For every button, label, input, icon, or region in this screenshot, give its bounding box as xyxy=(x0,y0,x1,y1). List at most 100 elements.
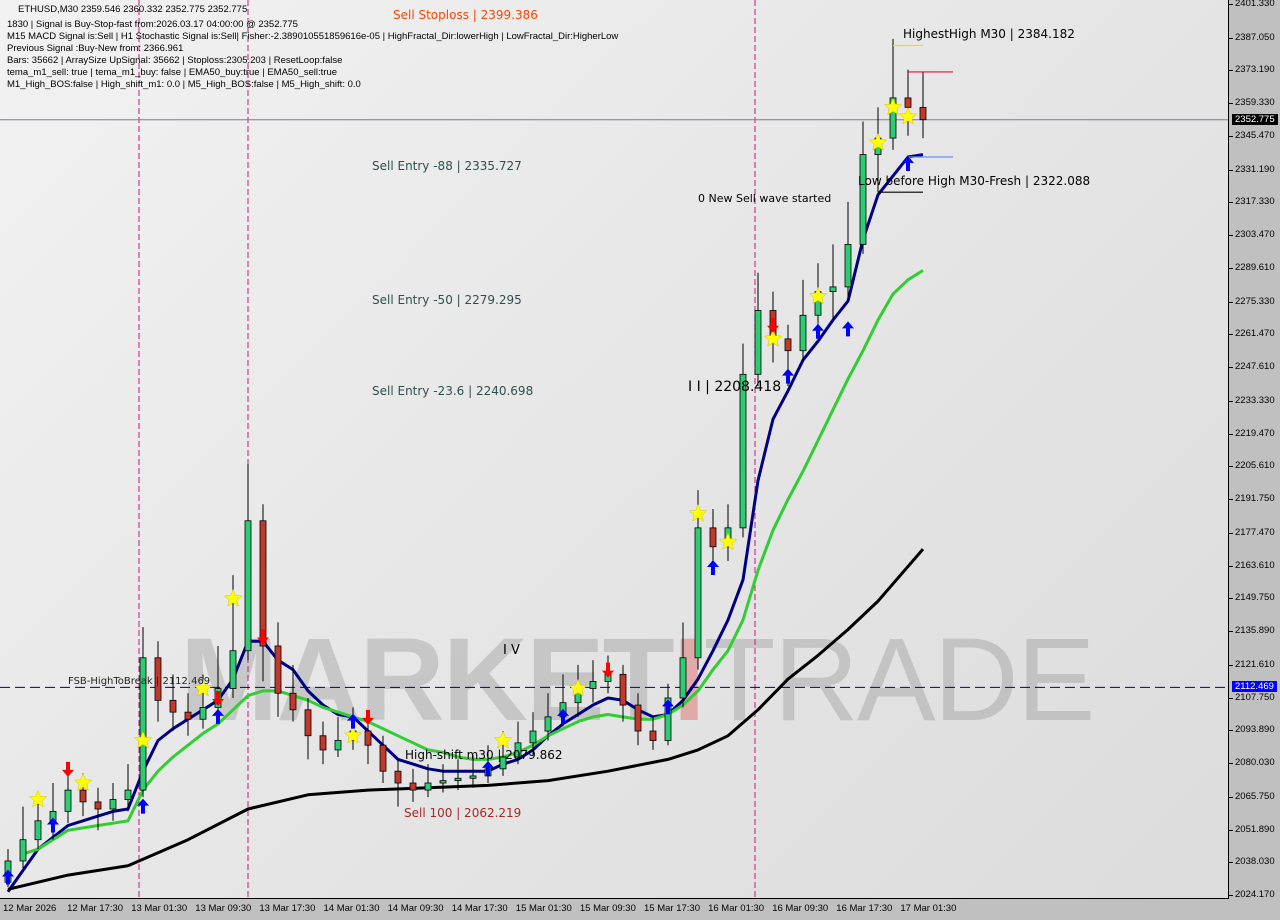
time-tick: 17 Mar 01:30 xyxy=(900,903,957,914)
sell-entry-50-label: Sell Entry -50 | 2279.295 xyxy=(372,293,522,307)
buy-arrow-icon xyxy=(707,560,719,576)
signal-star-icon xyxy=(493,730,513,749)
candle-body xyxy=(544,716,552,732)
candle-body xyxy=(634,704,642,732)
price-tick: 2387.050 xyxy=(1229,31,1275,43)
wave-iv-label: I V xyxy=(503,643,520,658)
candle-body xyxy=(274,645,282,694)
candle-body xyxy=(529,730,537,744)
signal-star-icon xyxy=(73,773,93,791)
candle-body xyxy=(79,789,87,803)
sell-arrow-icon xyxy=(767,317,779,333)
price-tick: 2359.330 xyxy=(1229,97,1275,109)
info-line-signal: 1830 | Signal is Buy-Stop-fast from:2026… xyxy=(7,19,298,30)
sell-arrow-icon xyxy=(257,629,269,645)
buy-arrow-icon xyxy=(812,323,824,339)
price-tick: 2051.890 xyxy=(1229,823,1275,835)
new-sell-wave-label: 0 New Sell wave started xyxy=(698,192,832,205)
wave-ii-label: I I | 2208.418 xyxy=(688,379,782,395)
signal-star-icon xyxy=(898,107,918,125)
candle-body xyxy=(394,770,402,784)
candle-body xyxy=(664,697,672,741)
candle-body xyxy=(514,742,522,758)
chart-area[interactable]: MARKETITRADE ETHUSD,M30 2359.546 2360.33… xyxy=(0,0,1229,899)
price-tick: 2038.030 xyxy=(1229,856,1275,868)
candle-body xyxy=(709,527,717,548)
price-tick: 2024.170 xyxy=(1229,889,1275,900)
signal-star-icon xyxy=(688,504,708,522)
candle-body xyxy=(499,756,507,770)
price-tick: 2373.190 xyxy=(1229,64,1275,76)
price-tick: 2345.470 xyxy=(1229,129,1275,141)
candle-body xyxy=(424,782,432,791)
candle-body xyxy=(124,789,132,800)
sell-entry-88-label: Sell Entry -88 | 2335.727 xyxy=(372,159,522,173)
signal-star-icon xyxy=(193,678,213,697)
buy-arrow-icon xyxy=(842,321,854,337)
candle-body xyxy=(304,709,312,737)
buy-arrow-icon xyxy=(557,708,569,724)
buy-arrow-icon xyxy=(212,708,224,724)
time-tick: 15 Mar 17:30 xyxy=(644,903,700,914)
candle-body xyxy=(109,799,117,810)
candle-body xyxy=(259,520,267,647)
candle-body xyxy=(94,801,102,810)
time-tick: 16 Mar 17:30 xyxy=(836,903,893,914)
time-tick: 13 Mar 01:30 xyxy=(131,903,188,914)
price-tick: 2080.030 xyxy=(1229,757,1275,769)
buy-arrow-icon xyxy=(347,713,359,729)
signal-star-icon xyxy=(223,589,243,607)
candle-body xyxy=(844,243,852,288)
signal-star-icon xyxy=(133,730,153,749)
price-tick: 2163.610 xyxy=(1229,559,1275,571)
candle-body xyxy=(229,650,237,689)
sell-arrow-icon xyxy=(362,709,374,725)
time-tick: 15 Mar 09:30 xyxy=(579,903,636,914)
candle-body xyxy=(754,310,762,375)
time-tick: 13 Mar 17:30 xyxy=(259,903,316,914)
sell-arrow-icon xyxy=(602,662,614,678)
candle-body xyxy=(859,154,867,245)
signal-star-icon xyxy=(868,133,888,151)
sell-arrow-icon xyxy=(212,690,224,706)
info-line-previous: Previous Signal :Buy-New from: 2366.961 xyxy=(7,43,184,54)
fsb-price-tag: 2112.469 xyxy=(1232,681,1277,693)
black-ma-line xyxy=(7,548,925,891)
candle-body xyxy=(19,839,27,862)
candle-body xyxy=(739,373,747,529)
info-line-bars: Bars: 35662 | ArraySize UpSignal: 35662 … xyxy=(7,55,343,66)
sell-stoploss-label: Sell Stoploss | 2399.386 xyxy=(393,8,538,22)
candle-body xyxy=(319,735,327,751)
sell-arrow-icon xyxy=(62,761,74,777)
price-tick: 2261.470 xyxy=(1229,328,1275,340)
candle-body xyxy=(334,740,342,751)
price-tick: 2331.190 xyxy=(1229,163,1275,175)
info-line-tema: tema_m1_sell: true | tema_m1_buy: false … xyxy=(7,67,338,78)
highest-high-label: HighestHigh M30 | 2384.182 xyxy=(903,27,1075,41)
high-shift-label: High-shift m30 | 2079.862 xyxy=(405,748,563,762)
time-tick: 14 Mar 09:30 xyxy=(387,903,444,914)
candle-body xyxy=(289,692,297,711)
current-price-tag: 2352.775 xyxy=(1232,113,1278,125)
price-tick: 2121.610 xyxy=(1229,658,1275,670)
candle-body xyxy=(904,97,912,108)
time-tick: 16 Mar 09:30 xyxy=(772,903,829,914)
price-tick: 2107.750 xyxy=(1229,691,1275,703)
price-tick: 2135.890 xyxy=(1229,625,1275,637)
candle-body xyxy=(244,520,252,652)
buy-arrow-icon xyxy=(662,699,674,715)
price-tick: 2093.890 xyxy=(1229,724,1275,736)
signal-star-icon xyxy=(718,532,738,550)
buy-arrow-icon xyxy=(782,368,794,384)
price-axis[interactable]: 2401.330 2387.050 2373.190 2359.330 2345.470… xyxy=(1229,0,1280,900)
candle-body xyxy=(784,338,792,352)
price-tick: 2247.610 xyxy=(1229,361,1275,373)
candle-body xyxy=(169,699,177,713)
buy-arrow-icon xyxy=(902,156,914,172)
candle-body xyxy=(649,730,657,741)
sell-100-label: Sell 100 | 2062.219 xyxy=(404,806,522,820)
candle-body xyxy=(64,789,72,812)
candle-body xyxy=(694,527,702,659)
candle-body xyxy=(379,744,387,772)
signal-star-icon xyxy=(568,678,588,697)
